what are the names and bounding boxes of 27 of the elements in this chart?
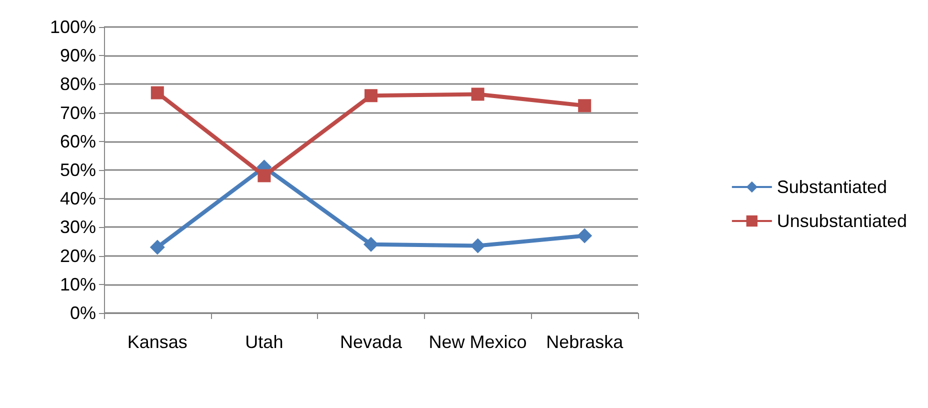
y-tick-label: 0%	[70, 303, 96, 323]
x-tick-label: Nebraska	[546, 332, 624, 352]
point	[470, 238, 486, 254]
y-tick-label: 70%	[60, 102, 96, 123]
legend-label: Substantiated	[776, 177, 888, 197]
y-tick-label: 60%	[60, 131, 96, 152]
point	[258, 169, 271, 182]
y-tick-label: 50%	[60, 160, 96, 180]
x-tick-label: Kansas	[127, 332, 188, 352]
point	[577, 228, 592, 244]
y-tick-label: 80%	[60, 74, 96, 94]
point	[364, 89, 378, 102]
point	[578, 99, 592, 112]
point	[150, 240, 165, 255]
legend-label: Unsubstantiated	[776, 211, 908, 231]
y-tick-label: 90%	[60, 46, 96, 66]
y-tick-label: 40%	[60, 188, 96, 209]
y-tick-label: 20%	[60, 246, 96, 266]
y-tick-label: 100%	[50, 17, 96, 37]
y-tick-label: 30%	[60, 217, 96, 238]
x-tick-label: Nevada	[340, 332, 404, 352]
point	[364, 236, 378, 252]
x-tick-label: Utah	[245, 332, 284, 352]
point	[150, 86, 164, 100]
y-tick-label: 10%	[60, 274, 96, 294]
point	[471, 88, 484, 101]
x-tick-label: New Mexico	[428, 332, 527, 352]
